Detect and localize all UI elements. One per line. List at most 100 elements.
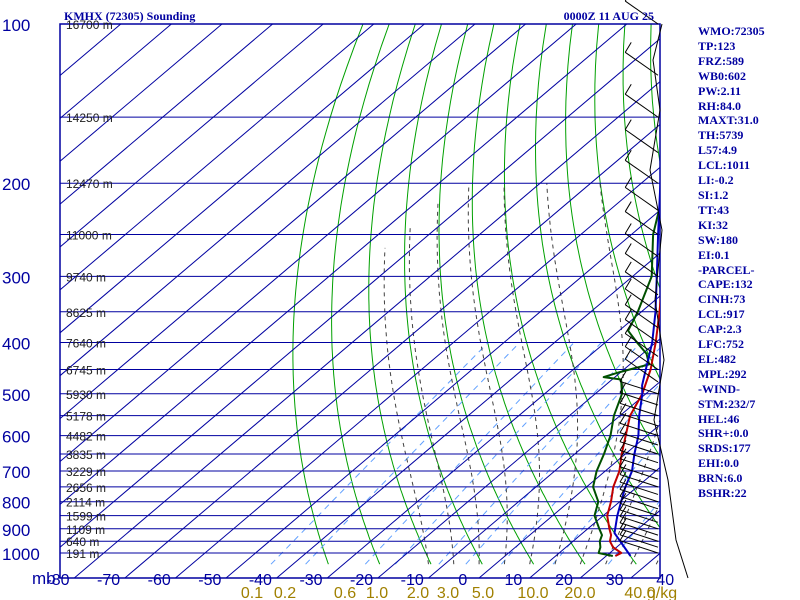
wind-barb-flag	[619, 471, 627, 483]
index-line: PW:2.11	[698, 83, 742, 98]
wind-barb-flag	[624, 223, 632, 234]
wind-barb-flag	[619, 493, 627, 504]
isotherm	[377, 338, 661, 579]
index-line: STM:232/7	[698, 396, 756, 411]
wind-barb	[619, 449, 659, 464]
height-label: 16700 m	[66, 18, 113, 32]
wind-barb-flag	[619, 431, 627, 442]
pressure-tick-label: 200	[2, 175, 30, 194]
height-label: 3229 m	[66, 465, 106, 479]
plot-frame	[59, 23, 661, 579]
index-line: MAXT:31.0	[698, 113, 759, 128]
dry-adiabat	[534, 24, 660, 529]
index-line: SRDS:177	[698, 441, 751, 456]
mixing-ratio-lines	[270, 342, 660, 565]
temperature-tick-label: 0	[458, 572, 467, 589]
isotherm	[59, 23, 375, 291]
isotherm	[630, 552, 661, 579]
mixing-ratio-line	[305, 342, 521, 565]
pressure-tick-label: 800	[2, 494, 30, 513]
wind-barb	[619, 392, 659, 406]
temperature-tick-label: -30	[299, 572, 322, 589]
wind-barb-flag	[619, 422, 627, 433]
wind-barb-flag	[624, 177, 632, 188]
dry-adiabat	[503, 24, 637, 565]
wind-barb	[619, 522, 659, 536]
wind-barb-flag	[619, 456, 627, 468]
wind-barb-flag	[624, 323, 632, 334]
wind-profile	[619, 0, 689, 579]
wind-barb	[624, 93, 659, 118]
wind-barb-flag	[619, 403, 627, 414]
height-label: 1599 m	[66, 510, 106, 524]
height-label: 12470 m	[66, 177, 113, 191]
temperature-tick-label: -10	[401, 572, 424, 589]
moist-adiabat	[503, 183, 540, 565]
isotherm	[478, 424, 661, 579]
temperature-tick-label: -40	[249, 572, 272, 589]
index-line: L57:4.9	[698, 143, 737, 158]
dry-adiabat	[404, 24, 483, 565]
index-line: LCL:1011	[698, 158, 751, 173]
height-label: 640 m	[66, 535, 99, 549]
temperature-tick-label: -70	[97, 572, 120, 589]
mixing-ratio-line	[364, 342, 575, 565]
wind-barb-flag	[624, 150, 632, 161]
mixing-ratio-label: 2.0	[407, 585, 429, 600]
wind-barb	[619, 413, 659, 427]
wind-barb	[619, 481, 659, 495]
wind-barb	[619, 474, 659, 488]
isotherm	[124, 124, 661, 579]
wind-barb	[619, 380, 659, 395]
wind-barb	[619, 422, 659, 437]
pressure-tick-label: 500	[2, 386, 30, 405]
mixing-ratio-label: 40.0	[624, 585, 655, 600]
wind-barb	[619, 502, 659, 517]
wind-barb-flag	[624, 294, 632, 305]
wind-barb-flag	[624, 0, 627, 2]
dry-adiabat	[565, 24, 660, 458]
pressure-tick-label: 400	[2, 334, 30, 353]
height-label: 5930 m	[66, 388, 106, 402]
height-label: 4482 m	[66, 430, 106, 444]
height-label: 7640 m	[66, 336, 106, 350]
wind-barb-flag	[619, 499, 627, 511]
moist-adiabats	[383, 183, 660, 565]
mixing-ratio-label: 20.0	[564, 585, 595, 600]
index-line: LI:-0.2	[698, 173, 734, 188]
parcel-profile	[613, 164, 660, 557]
pressure-unit-label: mb	[32, 569, 56, 588]
mixing-ratio-line	[465, 347, 660, 565]
hodograph-trace	[649, 23, 689, 579]
wind-barb-flag	[619, 382, 627, 393]
wind-barb	[619, 488, 659, 503]
wind-barb	[624, 51, 659, 76]
dry-adiabat	[594, 24, 660, 381]
temperature-tick-label: -50	[198, 572, 221, 589]
wind-barb-flag	[624, 309, 632, 320]
chart-title: KMHX (72305) Sounding	[64, 9, 195, 23]
pressure-tick-label: 100	[2, 16, 30, 35]
index-line: EL:482	[698, 351, 737, 366]
wind-barb	[619, 515, 659, 530]
pressure-temperature-grid	[59, 23, 661, 579]
wind-barb-flag	[619, 479, 627, 490]
height-label: 1109 m	[66, 523, 105, 537]
wind-barb-flag	[624, 243, 632, 254]
wind-barb-flag	[619, 464, 627, 475]
wind-barb-flag	[624, 261, 632, 273]
wind-barb-flag	[619, 506, 627, 517]
chart-datetime: 0000Z 11 AUG 25	[564, 9, 654, 23]
wind-barb-flag	[619, 486, 627, 497]
index-line: CAPE:132	[698, 277, 753, 292]
index-line: TP:123	[698, 38, 736, 53]
wind-barb	[619, 495, 659, 510]
index-line: MPL:292	[698, 366, 747, 381]
wind-barb-flag	[619, 512, 627, 523]
index-line: KI:32	[698, 217, 728, 232]
wind-barb-flag	[619, 524, 627, 536]
wind-barb-flag	[624, 42, 632, 53]
dry-adiabat	[622, 24, 660, 290]
index-line: RH:84.0	[698, 98, 741, 113]
wind-barb	[624, 288, 659, 313]
